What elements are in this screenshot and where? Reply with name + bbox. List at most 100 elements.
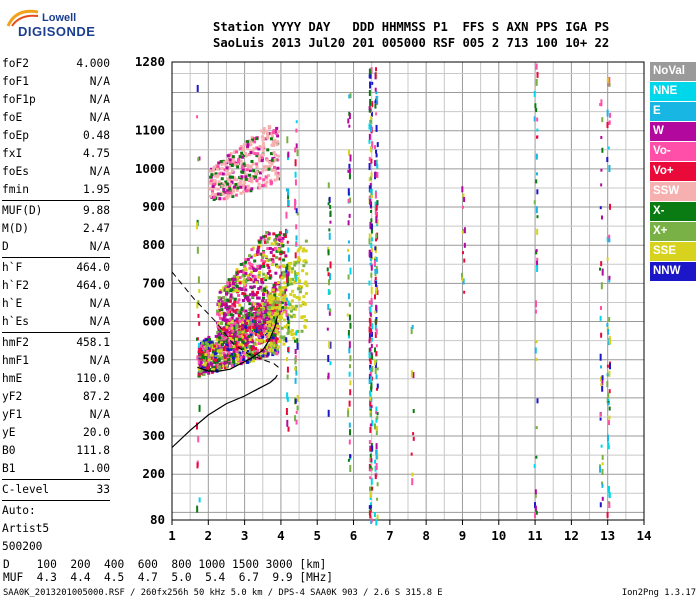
echo-point: [284, 288, 288, 292]
echo-point: [246, 257, 250, 261]
echo-point: [261, 332, 265, 336]
echo-point: [224, 302, 228, 306]
echo-point: [237, 298, 241, 302]
echo-point: [249, 143, 253, 147]
echo-point: [262, 272, 266, 276]
echo-point: [260, 159, 264, 163]
echo-point: [244, 345, 248, 349]
echo-point: [305, 284, 309, 288]
echo-point: [375, 462, 378, 470]
echo-point: [266, 148, 270, 152]
y-tick-label: 900: [142, 199, 165, 214]
echo-point: [374, 362, 377, 368]
echo-point: [273, 334, 277, 338]
echo-point: [412, 409, 415, 414]
echo-point: [240, 335, 244, 339]
echo-point: [222, 315, 226, 319]
echo-point: [242, 270, 246, 274]
echo-point: [606, 373, 609, 377]
echo-point: [535, 250, 538, 255]
echo-point: [243, 181, 247, 185]
echo-point: [536, 264, 539, 272]
echo-point: [253, 349, 257, 353]
echo-point: [274, 263, 278, 267]
echo-point: [264, 306, 268, 310]
echo-point: [461, 230, 464, 234]
echo-point: [286, 263, 289, 270]
echo-point: [236, 353, 240, 357]
param-value: 111.8: [76, 444, 110, 457]
echo-point: [226, 313, 230, 317]
echo-point: [262, 178, 266, 182]
echo-point: [348, 364, 351, 369]
echo-point: [250, 177, 254, 181]
echo-point: [272, 296, 276, 300]
echo-point: [346, 313, 349, 317]
echo-point: [247, 261, 251, 265]
echo-point: [370, 352, 373, 356]
echo-point: [368, 238, 371, 245]
echo-point: [286, 392, 289, 400]
echo-point: [234, 311, 238, 315]
echo-point: [232, 302, 236, 306]
echo-point: [599, 206, 602, 210]
echo-point: [608, 278, 611, 283]
echo-point: [223, 345, 227, 349]
echo-point: [347, 248, 350, 252]
echo-point: [370, 287, 373, 295]
echo-point: [296, 249, 300, 253]
echo-point: [273, 285, 277, 289]
echo-point: [273, 178, 277, 182]
echo-point: [329, 341, 332, 349]
echo-point: [294, 252, 297, 259]
param-value: N/A: [89, 93, 110, 106]
echo-point: [292, 307, 296, 311]
echo-point: [248, 328, 252, 332]
echo-point: [370, 477, 373, 485]
echo-point: [224, 322, 228, 326]
echo-point: [219, 353, 223, 357]
echo-point: [296, 149, 299, 157]
echo-point: [373, 512, 376, 518]
echo-point: [258, 314, 262, 318]
echo-point: [260, 311, 264, 315]
echo-point: [294, 171, 297, 178]
echo-point: [246, 294, 250, 298]
echo-point: [349, 429, 352, 436]
echo-point: [256, 302, 260, 306]
echo-point: [241, 148, 245, 152]
echo-point: [233, 321, 237, 325]
echo-point: [374, 208, 377, 216]
echo-point: [200, 365, 204, 369]
echo-point: [232, 286, 236, 290]
echo-point: [234, 274, 238, 278]
echo-point: [255, 291, 259, 295]
echo-point: [225, 196, 229, 200]
echo-point: [219, 297, 223, 301]
echo-point: [536, 257, 539, 261]
y-tick-label: 800: [142, 237, 165, 252]
echo-point: [198, 156, 201, 161]
echo-point: [282, 265, 286, 269]
echo-point: [327, 288, 330, 295]
echo-point: [253, 170, 257, 174]
echo-point: [224, 331, 228, 335]
echo-point: [223, 299, 227, 303]
echo-point: [302, 315, 306, 319]
param-value: 1.00: [83, 462, 110, 475]
echo-point: [348, 149, 351, 156]
echo-point: [222, 182, 226, 186]
echo-point: [281, 286, 285, 290]
echo-point: [247, 357, 251, 361]
echo-point: [248, 169, 252, 173]
echo-point: [370, 124, 373, 132]
echo-point: [272, 308, 276, 312]
echo-point: [303, 282, 307, 286]
echo-point: [197, 276, 200, 284]
echo-point: [219, 341, 223, 345]
echo-point: [216, 331, 220, 335]
echo-point: [368, 74, 371, 79]
footer-file-info: SAA0K_2013201005000.RSF / 260fx256h 50 k…: [3, 588, 443, 598]
echo-point: [293, 263, 297, 267]
echo-point: [282, 258, 286, 262]
